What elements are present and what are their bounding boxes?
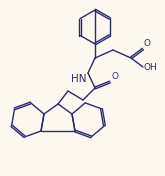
- Text: OH: OH: [144, 62, 158, 71]
- Text: O: O: [111, 72, 118, 81]
- Text: HN: HN: [71, 74, 87, 84]
- Text: O: O: [144, 39, 151, 48]
